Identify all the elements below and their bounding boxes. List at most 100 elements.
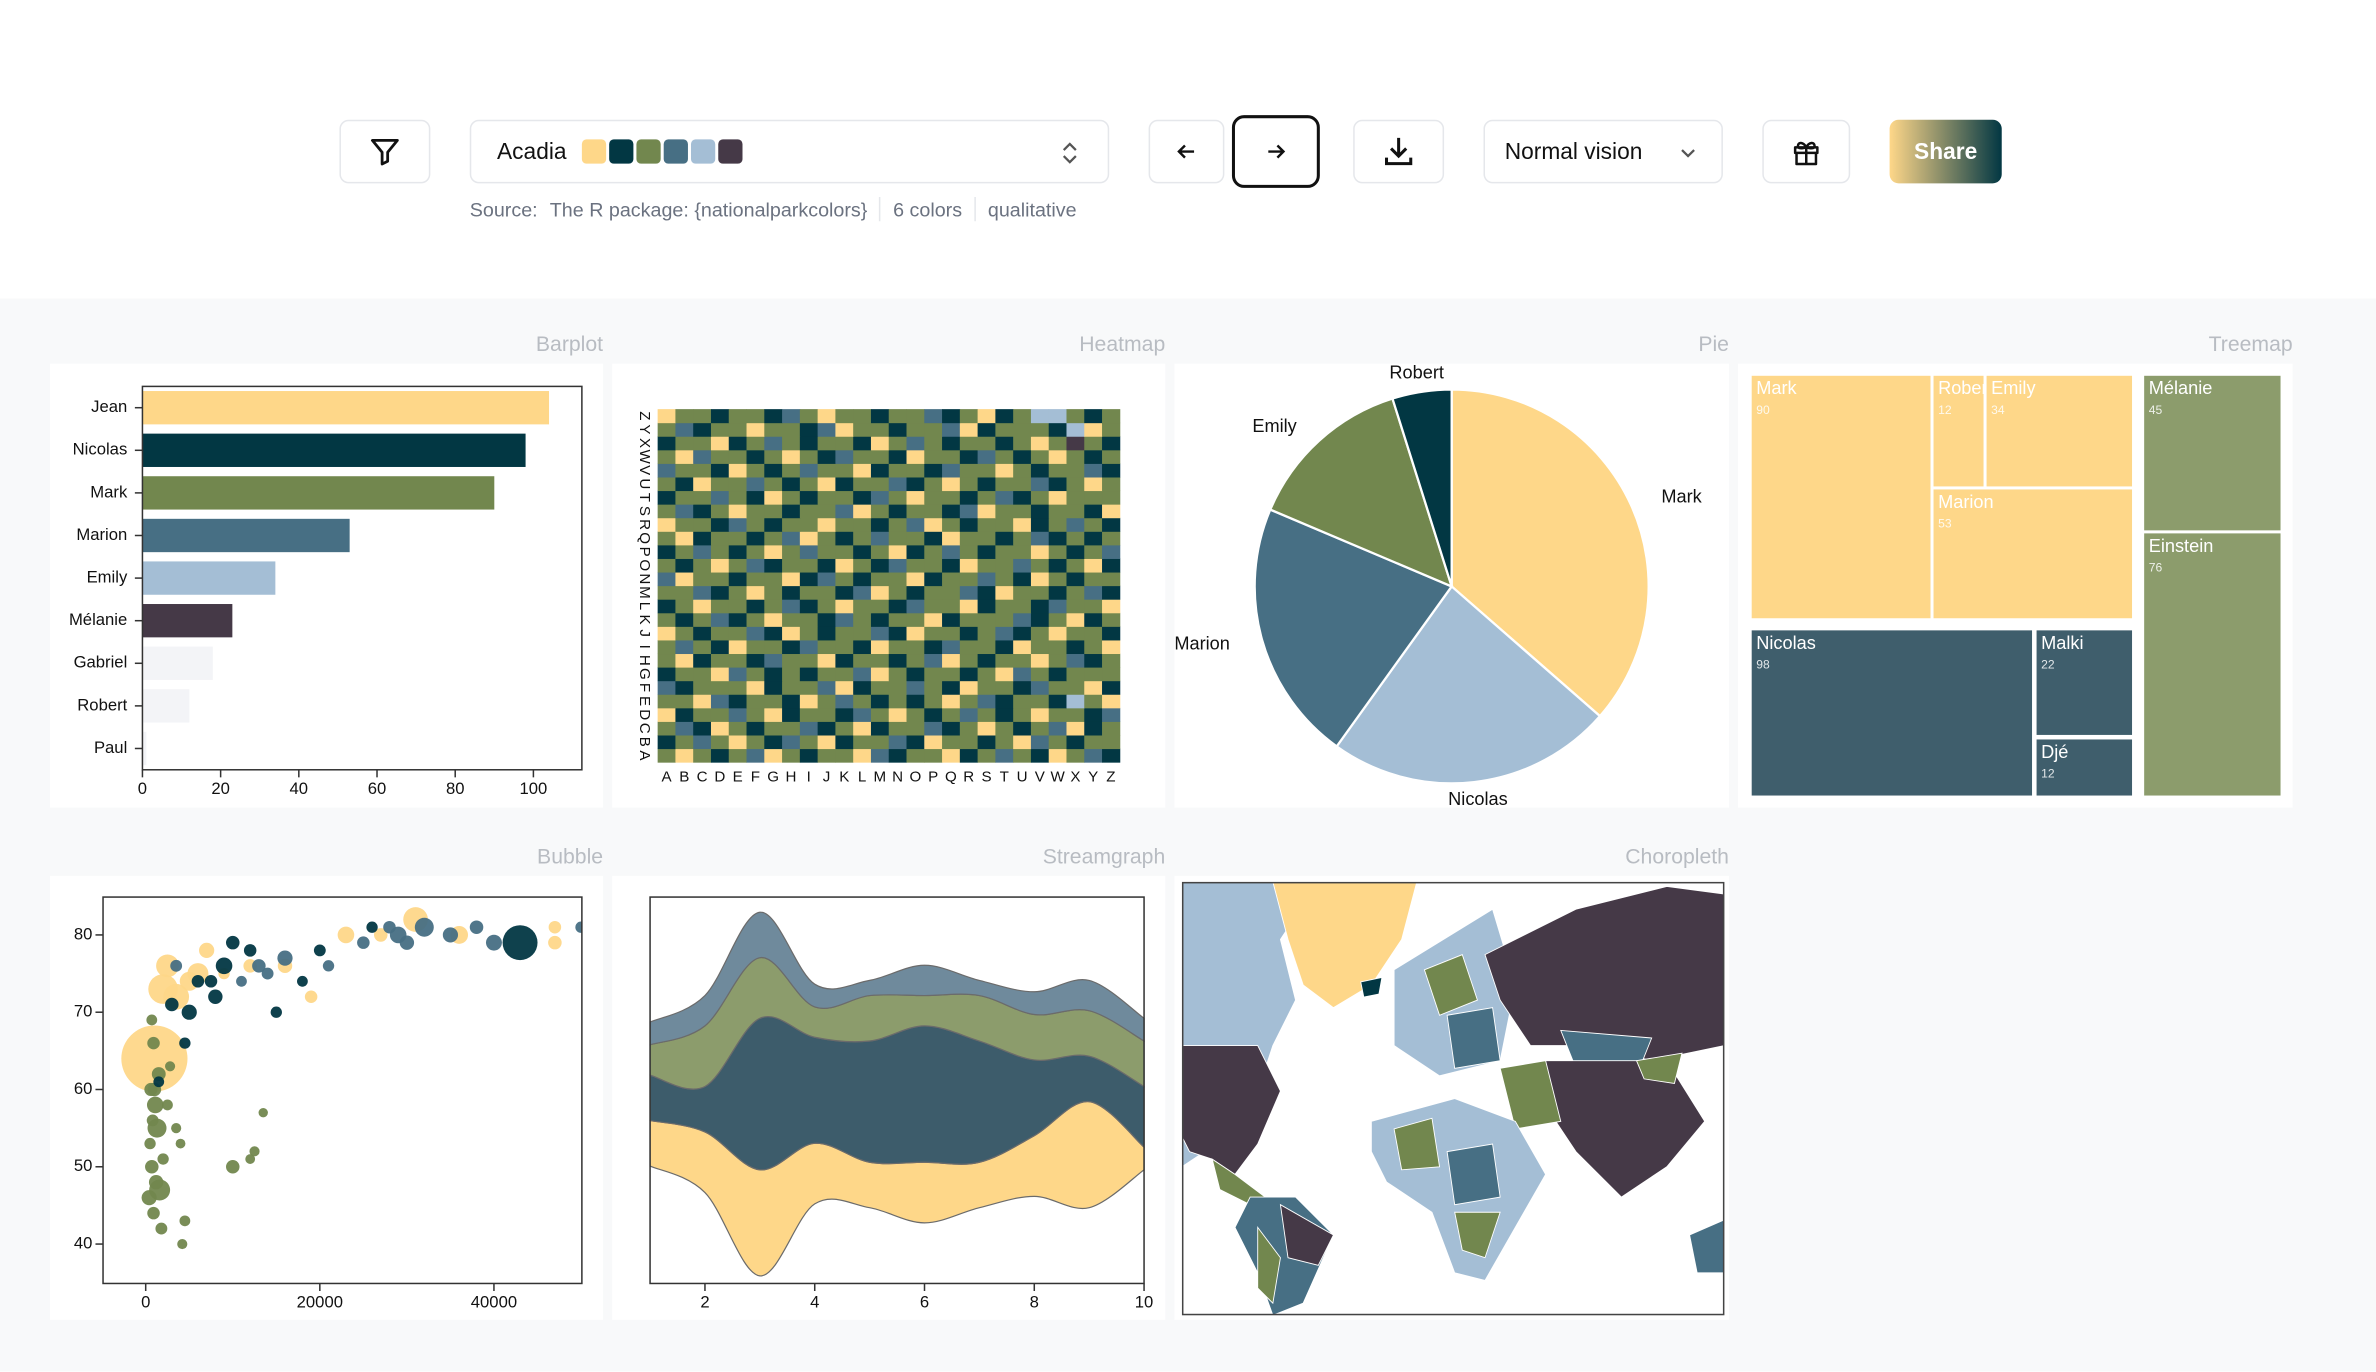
select-chevron [1062, 142, 1077, 164]
heat-cell [675, 517, 694, 532]
country [1446, 1007, 1501, 1069]
heat-cell [1102, 463, 1121, 478]
share-button[interactable]: Share [1889, 119, 2002, 184]
bubble [399, 935, 415, 950]
heat-cell [870, 477, 890, 492]
heat-cell [942, 504, 961, 519]
heat-cell [1084, 558, 1103, 573]
heat-cell [1102, 680, 1121, 695]
heat-cell [835, 599, 854, 614]
heat-cell [693, 626, 712, 641]
y-tick-label: Paul [94, 738, 127, 757]
heat-cell [888, 626, 907, 641]
heat-cell [924, 544, 943, 559]
tree-cell [1751, 630, 2033, 796]
filter-button[interactable] [339, 119, 431, 184]
previous-button[interactable] [1148, 119, 1225, 184]
heat-cell [817, 531, 836, 546]
heat-cell [870, 449, 890, 464]
country [1279, 1203, 1335, 1266]
heat-cell [764, 544, 783, 559]
heat-cell [799, 531, 819, 546]
heat-cell [675, 612, 694, 627]
heat-cell [1048, 667, 1067, 682]
heat-cell [1102, 504, 1121, 519]
heat-cell [782, 558, 801, 573]
heat-cell [693, 504, 712, 519]
download-button[interactable] [1353, 119, 1445, 184]
heat-cell [906, 599, 925, 614]
separator [974, 196, 976, 222]
heat-cell [906, 463, 925, 478]
heat-cell [888, 599, 907, 614]
cell-name: Marion [1938, 492, 1994, 512]
bubble [199, 942, 215, 958]
heat-cell [977, 735, 996, 750]
gift-button[interactable] [1762, 119, 1851, 184]
bar [142, 731, 147, 766]
x-tick-label: G [767, 768, 779, 785]
pie-slice [1450, 388, 1650, 718]
heat-cell [888, 612, 907, 627]
heat-cell [924, 612, 943, 627]
heat-cell [817, 667, 836, 682]
share-label: Share [1914, 138, 1978, 165]
heat-cell [746, 477, 765, 492]
heat-cell [906, 531, 925, 546]
next-button[interactable] [1231, 115, 1320, 188]
heat-cell [764, 422, 783, 437]
cell-labels: Einstein 76 [2149, 536, 2214, 575]
cell-value: 98 [1756, 657, 1770, 671]
heat-cell [853, 748, 872, 763]
heat-cell [1066, 707, 1085, 722]
heat-cell [728, 653, 747, 668]
heat-cell [764, 517, 783, 532]
heat-cell [1048, 585, 1067, 600]
heat-cell [959, 544, 979, 559]
heat-cell [1084, 572, 1103, 587]
heat-cell [657, 517, 676, 532]
heat-cell [835, 544, 854, 559]
swatch-list [581, 139, 743, 164]
heat-cell [710, 694, 730, 709]
heat-cell [835, 626, 854, 641]
bubble [469, 920, 484, 934]
heat-cell [710, 653, 730, 668]
heat-cell [977, 585, 996, 600]
vision-select[interactable]: Normal vision [1483, 119, 1723, 184]
download-icon [1384, 137, 1413, 166]
heat-cell [995, 707, 1014, 722]
heat-cell [693, 735, 712, 750]
country [1360, 976, 1383, 998]
heat-cell [1030, 504, 1050, 519]
heat-cell [1084, 721, 1103, 736]
heat-cell [693, 463, 712, 478]
bubble [151, 1067, 166, 1081]
heat-cell [888, 748, 907, 763]
heat-cell [1013, 707, 1032, 722]
heat-cell [853, 612, 872, 627]
heat-cell [1030, 653, 1050, 668]
heat-cell [977, 449, 996, 464]
heat-cell [995, 463, 1014, 478]
x-tick-label: 60 [368, 779, 387, 798]
heat-cell [835, 694, 854, 709]
heat-cell [870, 558, 890, 573]
heat-cell [728, 544, 747, 559]
palette-select[interactable]: Acadia [469, 119, 1110, 184]
heat-cell [1084, 436, 1103, 451]
heat-cell [959, 572, 979, 587]
heat-cell [995, 544, 1014, 559]
heat-cell [782, 626, 801, 641]
y-tick-label: D [636, 709, 653, 720]
heat-cell [959, 422, 979, 437]
heat-cell [710, 422, 730, 437]
heat-cell [942, 748, 961, 763]
heat-cell [728, 463, 747, 478]
heat-cell [693, 707, 712, 722]
heat-cell [995, 436, 1014, 451]
color-count: 6 colors [893, 197, 963, 221]
bar [142, 561, 276, 595]
